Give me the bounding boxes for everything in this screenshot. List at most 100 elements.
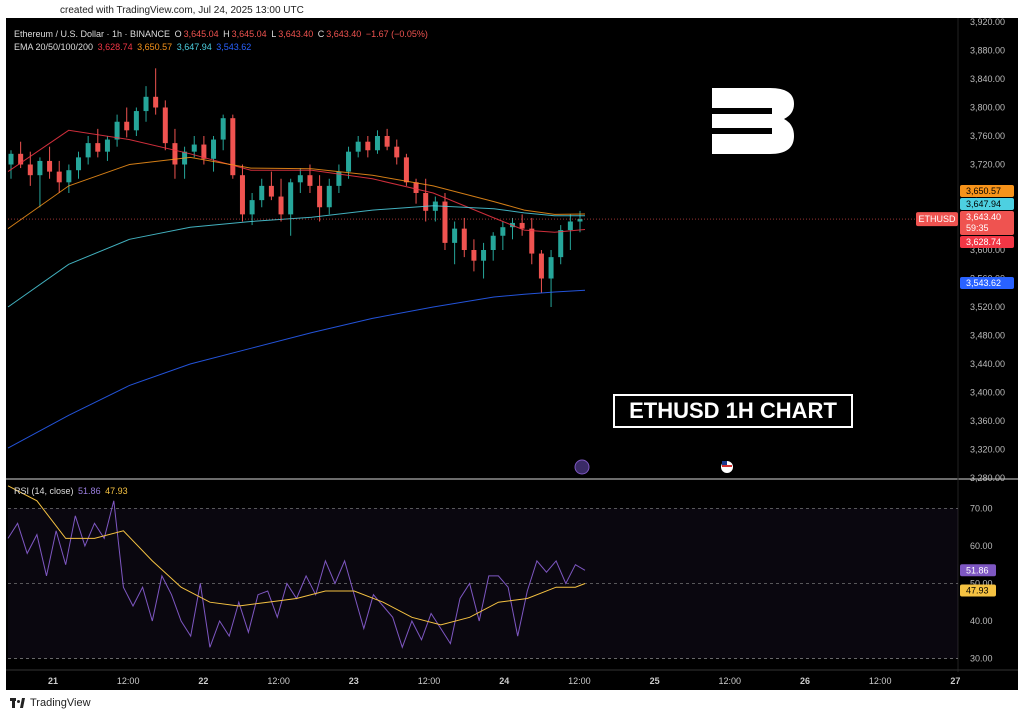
ema200-axis-label-bg bbox=[960, 277, 1014, 289]
candle-body bbox=[66, 170, 72, 183]
time-axis-tick: 12:00 bbox=[719, 676, 742, 686]
rsi-axis-tick: 40.00 bbox=[970, 616, 993, 626]
overlay-chart-title: ETHUSD 1H CHART bbox=[613, 394, 853, 428]
candle-body bbox=[442, 201, 448, 243]
ema50-axis-label-bg bbox=[960, 185, 1014, 197]
candle-body bbox=[18, 153, 24, 165]
ema100-axis-label-bg bbox=[960, 198, 1014, 210]
price-axis-tick: 3,840.00 bbox=[970, 74, 1005, 84]
time-axis-tick: 24 bbox=[499, 676, 509, 686]
candle-body bbox=[172, 143, 178, 165]
time-axis-tick: 12:00 bbox=[117, 676, 140, 686]
time-axis-tick: 12:00 bbox=[418, 676, 441, 686]
top-bar: created with TradingView.com, Jul 24, 20… bbox=[0, 0, 1024, 20]
rsi-axis-tick: 70.00 bbox=[970, 503, 993, 513]
us-flag-stripe bbox=[722, 465, 732, 467]
candle-body bbox=[413, 182, 419, 193]
ema20-axis-label: 3,628.74 bbox=[966, 237, 1001, 247]
rsi-legend: RSI (14, close) 51.86 47.93 bbox=[14, 486, 130, 496]
symbol-price-tag-label: ETHUSD bbox=[918, 214, 956, 224]
rsi-value: 51.86 bbox=[78, 486, 101, 496]
candle-body bbox=[471, 250, 477, 261]
candle-body bbox=[452, 228, 458, 243]
candle-body bbox=[249, 200, 255, 215]
ema50-value: 3,650.57 bbox=[137, 42, 173, 52]
candle-body bbox=[403, 157, 409, 183]
candle-body bbox=[288, 182, 294, 215]
candle-body bbox=[124, 121, 130, 131]
open-value: 3,645.04 bbox=[183, 29, 219, 39]
candle-body bbox=[567, 221, 573, 231]
us-flag-canton bbox=[722, 461, 727, 465]
rsi-line-rsi_ma bbox=[7, 485, 586, 626]
candle-body bbox=[114, 121, 120, 140]
candle-body bbox=[162, 107, 168, 144]
candle-body bbox=[538, 253, 544, 279]
candle-body bbox=[259, 185, 265, 201]
price-axis-tick: 3,520.00 bbox=[970, 302, 1005, 312]
rsi-ma-axis-label-bg bbox=[960, 584, 996, 597]
candle-body bbox=[47, 160, 53, 172]
candle-body bbox=[27, 164, 33, 176]
time-axis-tick: 12:00 bbox=[869, 676, 892, 686]
price-axis-tick: 3,360.00 bbox=[970, 416, 1005, 426]
tradingview-brand: TradingView bbox=[30, 697, 91, 709]
candle-body bbox=[384, 136, 390, 147]
candle-body bbox=[346, 151, 352, 172]
time-axis-tick: 12:00 bbox=[267, 676, 290, 686]
ema100-axis-label: 3,647.94 bbox=[966, 199, 1001, 209]
price-axis-tick: 3,920.00 bbox=[970, 17, 1005, 27]
rsi-axis-label-bg bbox=[960, 564, 996, 577]
candle-body bbox=[577, 219, 583, 222]
symbol-label: Ethereum / U.S. Dollar · 1h · BINANCE bbox=[14, 29, 171, 39]
candle-body bbox=[76, 157, 82, 171]
candle-body bbox=[239, 175, 245, 215]
ema-label: EMA 20/50/100/200 bbox=[14, 42, 94, 52]
rsi-ma-value: 47.93 bbox=[105, 486, 128, 496]
bottom-bar: TradingView bbox=[0, 690, 1024, 717]
candle-body bbox=[133, 111, 139, 131]
change-value: −1.67 (−0.05%) bbox=[365, 29, 428, 39]
rsi-axis-tick: 30.00 bbox=[970, 654, 993, 664]
brand-b-logo bbox=[712, 88, 794, 154]
candle-body bbox=[307, 175, 313, 186]
candle-body bbox=[336, 171, 342, 186]
rsi-axis-label: 51.86 bbox=[966, 565, 989, 575]
candle-body bbox=[220, 118, 226, 140]
ema20-value: 3,628.74 bbox=[97, 42, 133, 52]
rsi-ma-axis-label: 47.93 bbox=[966, 585, 989, 595]
ema-legend: EMA 20/50/100/200 3,628.74 3,650.57 3,64… bbox=[14, 42, 253, 52]
close-label: C bbox=[317, 29, 325, 39]
countdown-label: 59:35 bbox=[966, 223, 989, 233]
candle-body bbox=[519, 222, 525, 229]
ema100-value: 3,647.94 bbox=[176, 42, 212, 52]
ema-line-ema100 bbox=[7, 205, 585, 308]
price-axis-tick: 3,320.00 bbox=[970, 445, 1005, 455]
time-axis-tick: 26 bbox=[800, 676, 810, 686]
candle-body bbox=[230, 118, 236, 176]
candle-body bbox=[85, 143, 91, 158]
time-axis-tick: 12:00 bbox=[568, 676, 591, 686]
low-label: L bbox=[271, 29, 277, 39]
candle-body bbox=[365, 141, 371, 151]
open-label: O bbox=[174, 29, 182, 39]
ema-line-ema20 bbox=[7, 129, 586, 233]
low-value: 3,643.40 bbox=[278, 29, 314, 39]
tradingview-icon bbox=[10, 698, 26, 708]
price-axis-tick: 3,480.00 bbox=[970, 331, 1005, 341]
price-axis-tick: 3,400.00 bbox=[970, 388, 1005, 398]
candle-body bbox=[211, 139, 217, 159]
price-axis-tick: 3,720.00 bbox=[970, 160, 1005, 170]
candle-body bbox=[317, 185, 323, 208]
tradingview-logo: TradingView bbox=[10, 697, 91, 709]
symbol-price-tag bbox=[916, 212, 958, 227]
candle-body bbox=[56, 171, 62, 183]
rsi-label: RSI (14, close) bbox=[14, 486, 74, 496]
time-axis-tick: 21 bbox=[48, 676, 58, 686]
candle-body bbox=[548, 257, 554, 279]
candle-body bbox=[481, 250, 487, 261]
time-axis-tick: 23 bbox=[349, 676, 359, 686]
ema50-axis-label: 3,650.57 bbox=[966, 186, 1001, 196]
